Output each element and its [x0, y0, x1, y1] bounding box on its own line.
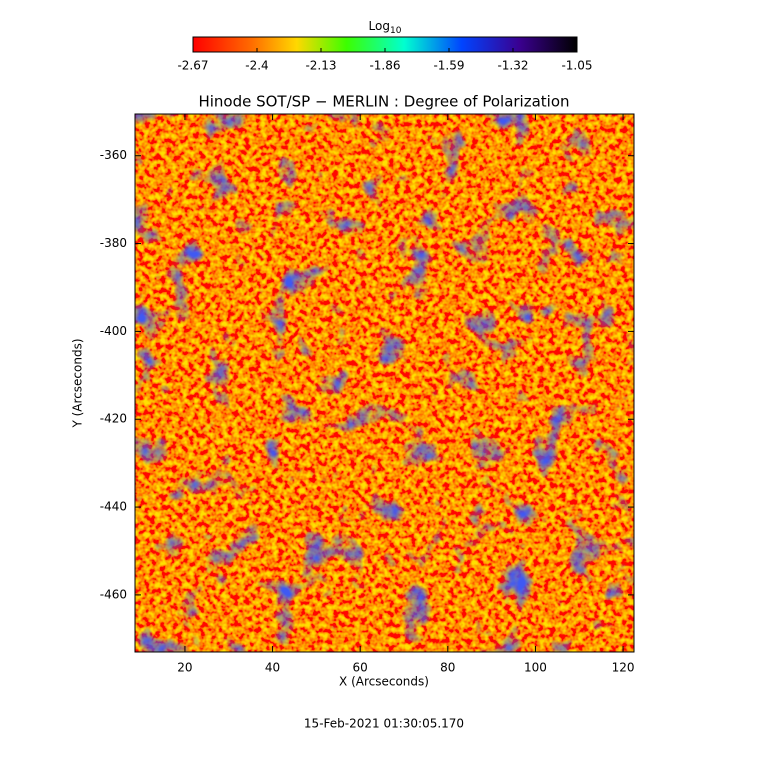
- colorbar-tick-label: -1.32: [497, 59, 528, 73]
- map-image: [135, 114, 634, 652]
- x-tick-label: 20: [177, 661, 192, 675]
- colorbar-tick-label: -2.13: [305, 59, 336, 73]
- y-tick-label: -460: [100, 587, 127, 601]
- colorbar-tick-label: -1.59: [433, 59, 464, 73]
- colorbar-tick-label: -1.05: [561, 59, 592, 73]
- y-tick-label: -380: [100, 236, 127, 250]
- y-tick-label: -440: [100, 500, 127, 514]
- y-tick-label: -400: [100, 324, 127, 338]
- colorbar-label: Log10: [369, 19, 402, 36]
- x-axis-label: X (Arcseconds): [339, 675, 429, 689]
- x-tick-label: 40: [265, 661, 280, 675]
- x-tick-label: 80: [440, 661, 455, 675]
- plot-frame: [134, 113, 635, 653]
- footer-timestamp: 15-Feb-2021 01:30:05.170: [304, 717, 464, 731]
- colorbar-label-sub: 10: [390, 26, 402, 36]
- colorbar-tick-label: -2.67: [177, 59, 208, 73]
- x-tick-label: 100: [524, 661, 547, 675]
- colorbar-tick-label: -1.86: [369, 59, 400, 73]
- x-tick-label: 120: [612, 661, 635, 675]
- colorbar-label-main: Log: [369, 19, 390, 33]
- colorbar-tick-label: -2.4: [245, 59, 268, 73]
- chart-title: Hinode SOT/SP − MERLIN : Degree of Polar…: [198, 93, 569, 111]
- y-tick-label: -360: [100, 148, 127, 162]
- y-axis-label: Y (Arcseconds): [71, 338, 85, 428]
- x-tick-label: 60: [353, 661, 368, 675]
- y-tick-label: -420: [100, 412, 127, 426]
